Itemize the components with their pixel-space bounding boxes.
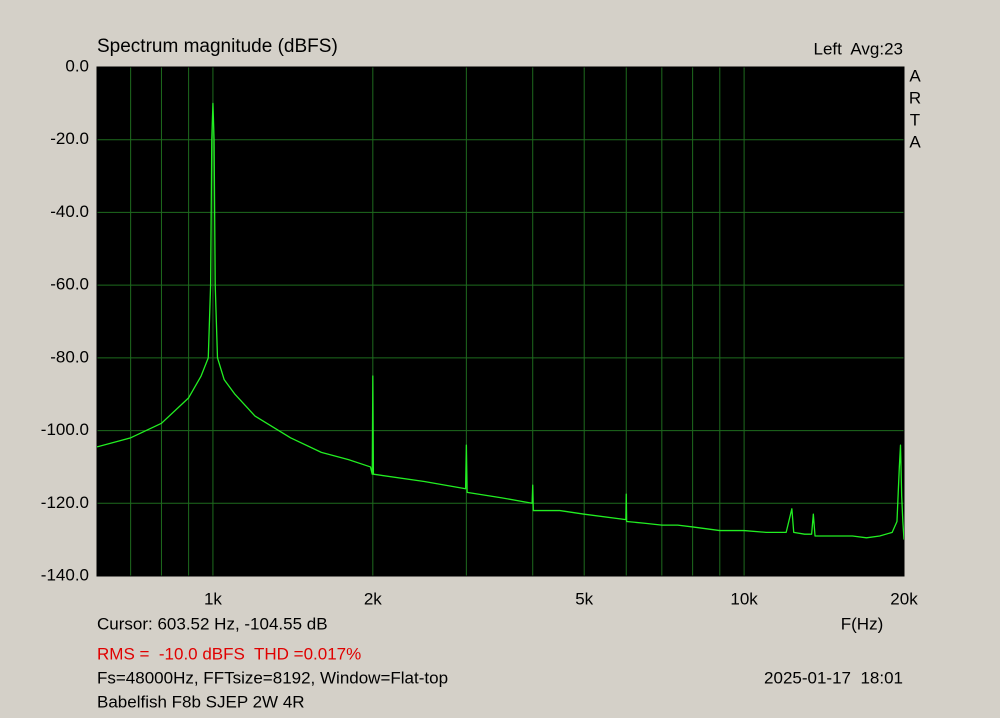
- plot-area: [97, 67, 904, 576]
- settings-text: Fs=48000Hz, FFTsize=8192, Window=Flat-to…: [97, 668, 448, 687]
- cursor-text: Cursor: 603.52 Hz, -104.55 dB: [97, 614, 328, 633]
- timestamp: 2025-01-17 18:01: [764, 668, 903, 687]
- side-label: T: [910, 110, 920, 129]
- y-tick-label: -140.0: [41, 565, 89, 584]
- y-tick-label: -120.0: [41, 493, 89, 512]
- x-tick-label: 1k: [204, 589, 222, 608]
- y-tick-label: -60.0: [50, 275, 89, 294]
- x-axis-label: F(Hz): [841, 614, 883, 633]
- y-tick-label: -100.0: [41, 420, 89, 439]
- chart-title: Spectrum magnitude (dBFS): [97, 36, 338, 57]
- y-tick-label: -80.0: [50, 347, 89, 366]
- x-tick-label: 2k: [364, 589, 382, 608]
- y-tick-label: 0.0: [65, 56, 89, 75]
- side-label: A: [909, 66, 921, 85]
- y-tick-label: -40.0: [50, 202, 89, 221]
- device-name: Babelfish F8b SJEP 2W 4R: [97, 692, 305, 711]
- rms-text: RMS = -10.0 dBFS THD =0.017%: [97, 644, 361, 663]
- x-tick-label: 20k: [890, 589, 918, 608]
- side-label: R: [909, 88, 921, 107]
- side-label: A: [909, 132, 921, 151]
- x-tick-label: 5k: [575, 589, 593, 608]
- y-tick-label: -20.0: [50, 129, 89, 148]
- x-tick-label: 10k: [730, 589, 758, 608]
- spectrum-line: [97, 102, 904, 540]
- channel-label: Left Avg:23: [814, 39, 903, 58]
- plot-border: [96, 66, 905, 577]
